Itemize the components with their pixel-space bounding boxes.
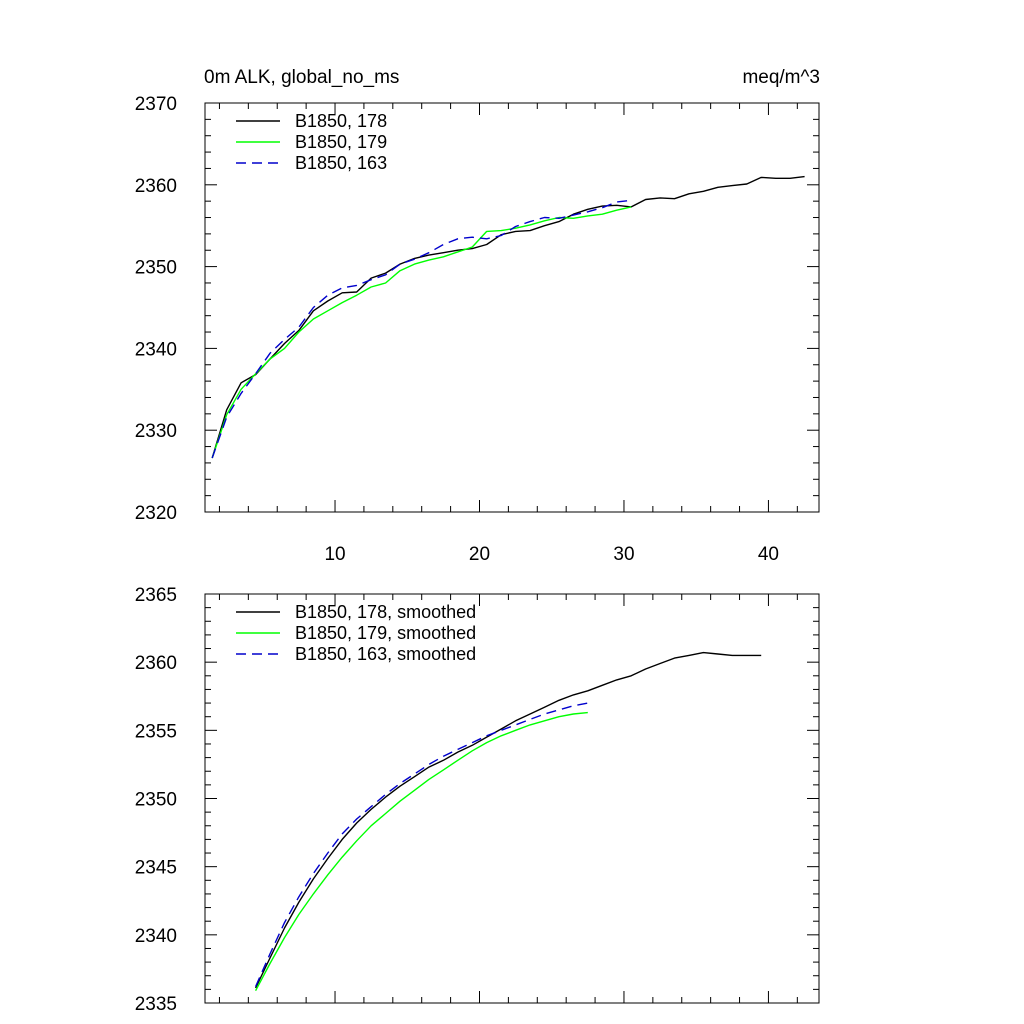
legend-label: B1850, 178, smoothed: [295, 602, 476, 622]
y-tick-label: 2340: [135, 339, 177, 360]
x-tick-label: 20: [469, 544, 490, 565]
y-tick-label: 2340: [135, 926, 177, 947]
axis-ticks: [205, 102, 819, 513]
y-tick-label: 2365: [135, 585, 177, 606]
legend-label: B1850, 179, smoothed: [295, 623, 476, 643]
axis-tick-labels: 2335 2340 2345 2350 2355 2360 2365: [135, 585, 177, 1015]
bottom-chart-panel: 2335 2340 2345 2350 2355 2360 2365 B1850, 178,…: [135, 585, 820, 1015]
series-layer: [254, 651, 762, 992]
y-tick-label: 2355: [135, 721, 177, 742]
y-tick-label: 2360: [135, 176, 177, 197]
series-line-1: [211, 175, 805, 459]
y-tick-label: 2345: [135, 858, 177, 879]
top-chart-panel: 0m ALK, global_no_ms meq/m^3 10 20 30 40 232…: [135, 67, 820, 565]
plot-frame: [204, 102, 820, 513]
plot-frame: [204, 593, 820, 1004]
legend-label: B1850, 179: [295, 132, 387, 152]
x-tick-label: 10: [324, 544, 345, 565]
legend-label: B1850, 163: [295, 153, 387, 173]
y-tick-label: 2335: [135, 994, 177, 1015]
chart-title: 0m ALK, global_no_ms: [204, 67, 399, 88]
series-line-3: [254, 702, 588, 987]
chart-units-label: meq/m^3: [742, 67, 820, 88]
series-layer: [211, 175, 805, 459]
axis-tick-labels: 10 20 30 40 2320 2330 2340 2350 2360 2370: [135, 94, 779, 565]
legend-label: B1850, 163, smoothed: [295, 644, 476, 664]
series-line-3: [211, 199, 632, 459]
y-tick-label: 2320: [135, 503, 177, 524]
y-tick-label: 2330: [135, 421, 177, 442]
y-tick-label: 2370: [135, 94, 177, 115]
series-line-2: [254, 711, 588, 992]
y-tick-label: 2350: [135, 258, 177, 279]
y-tick-label: 2360: [135, 653, 177, 674]
x-tick-label: 30: [613, 544, 634, 565]
series-line-1: [254, 651, 762, 989]
x-tick-label: 40: [758, 544, 779, 565]
legend-label: B1850, 178: [295, 111, 387, 131]
y-tick-label: 2350: [135, 790, 177, 811]
series-line-2: [211, 206, 632, 459]
